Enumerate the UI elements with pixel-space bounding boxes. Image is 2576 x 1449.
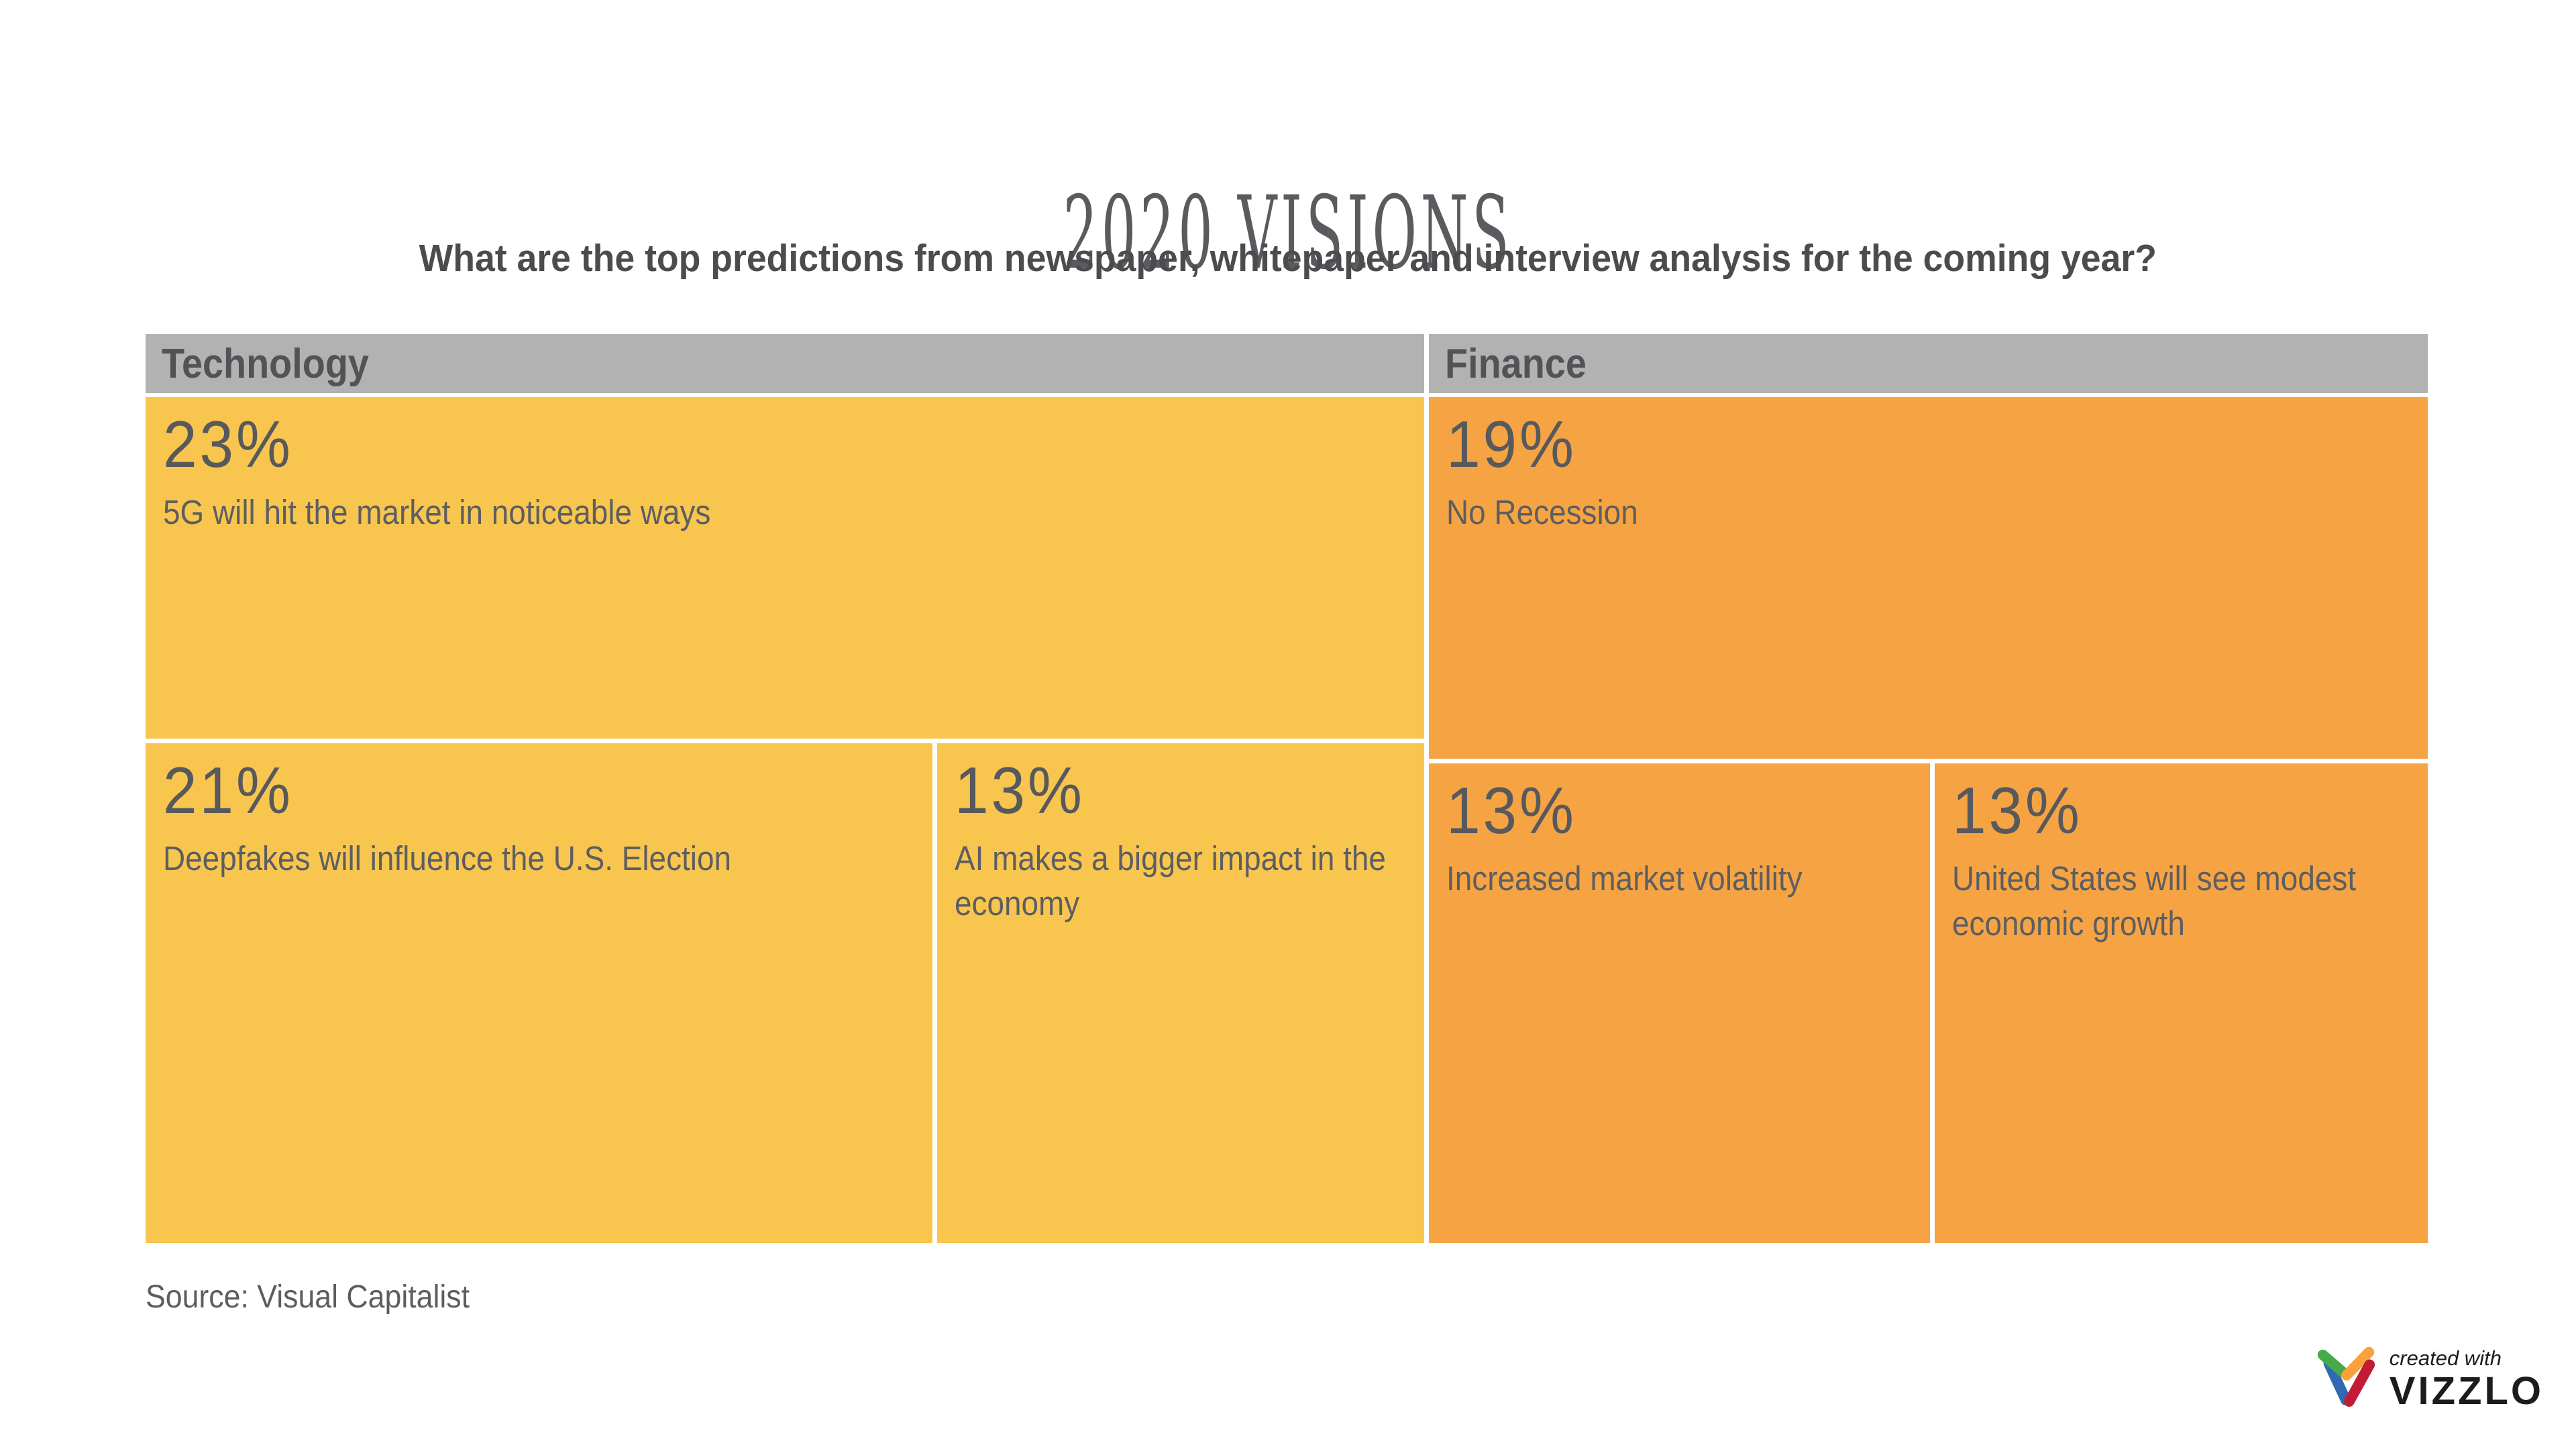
cell-value: 13% bbox=[955, 753, 1085, 827]
cell-value: 19% bbox=[1446, 407, 1576, 481]
treemap-chart: Technology Finance 23% 5G will hit the m… bbox=[146, 334, 2428, 1243]
cell-value: 21% bbox=[163, 753, 293, 827]
vizzlo-brand-text: created with VIZZLO bbox=[2390, 1342, 2544, 1413]
cell-label: 5G will hit the market in noticeable way… bbox=[163, 492, 711, 531]
treemap-cell-volatility: 13% Increased market volatility bbox=[1429, 763, 1930, 1243]
chart-subtitle: What are the top predictions from newspa… bbox=[0, 236, 2576, 280]
group-header-finance: Finance bbox=[1429, 334, 2428, 393]
page-title: 2020 VISIONS bbox=[0, 183, 2576, 284]
treemap-cell-ai: 13% AI makes a bigger impact in the econ… bbox=[937, 743, 1424, 1243]
treemap-cell-us-growth: 13% United States will see modest econom… bbox=[1935, 763, 2428, 1243]
group-header-technology: Technology bbox=[146, 334, 1424, 393]
treemap-cell-deepfakes: 21% Deepfakes will influence the U.S. El… bbox=[146, 743, 932, 1243]
cell-value: 13% bbox=[1952, 773, 2082, 847]
cell-label: United States will see modest economic g… bbox=[1952, 859, 2357, 943]
vizzlo-wordmark: VIZZLO bbox=[2389, 1369, 2544, 1413]
vizzlo-branding: created with VIZZLO bbox=[2313, 1342, 2544, 1413]
vizzlo-logo-icon bbox=[2317, 1346, 2375, 1407]
cell-label: Deepfakes will influence the U.S. Electi… bbox=[163, 839, 732, 877]
source-note-text: Source: Visual Capitalist bbox=[146, 1279, 470, 1315]
cell-value: 13% bbox=[1446, 773, 1576, 847]
group-header-finance-label: Finance bbox=[1445, 340, 1587, 387]
page-title-text: 2020 VISIONS bbox=[1063, 174, 1513, 292]
chart-subtitle-text: What are the top predictions from newspa… bbox=[419, 237, 2157, 280]
source-note: Source: Visual Capitalist bbox=[146, 1279, 494, 1316]
cell-label: AI makes a bigger impact in the economy bbox=[955, 839, 1386, 923]
created-with-label: created with bbox=[2389, 1346, 2502, 1370]
cell-value: 23% bbox=[163, 407, 293, 481]
cell-label: No Recession bbox=[1446, 492, 1638, 531]
cell-label: Increased market volatility bbox=[1446, 859, 1803, 898]
treemap-cell-no-recession: 19% No Recession bbox=[1429, 397, 2428, 759]
group-header-technology-label: Technology bbox=[162, 340, 369, 387]
treemap-cell-5g: 23% 5G will hit the market in noticeable… bbox=[146, 397, 1424, 739]
